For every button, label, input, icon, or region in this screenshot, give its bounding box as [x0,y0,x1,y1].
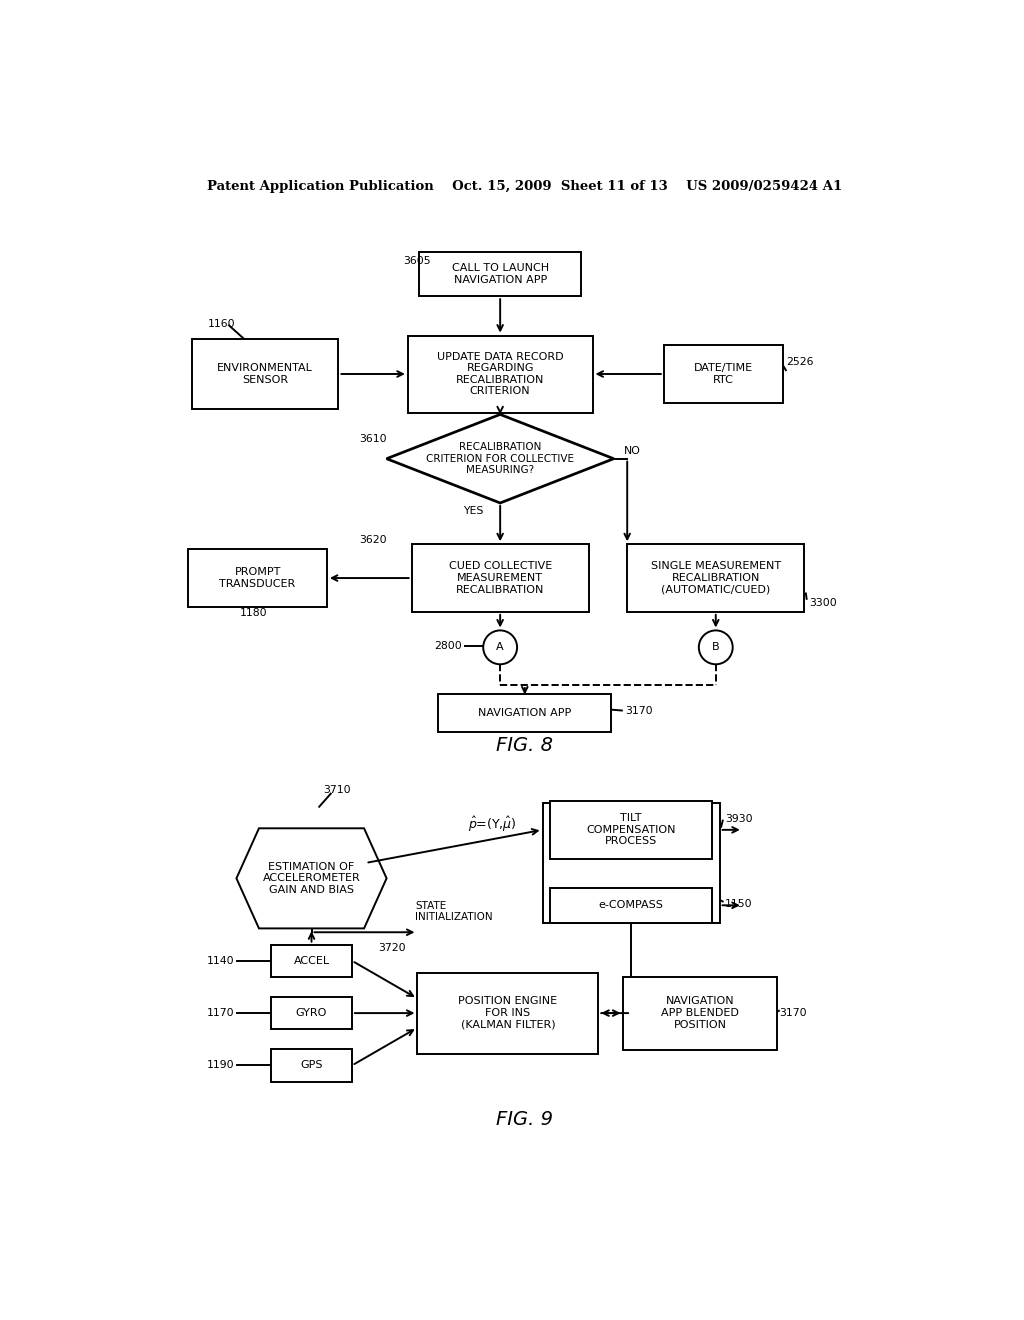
Circle shape [698,631,733,664]
FancyBboxPatch shape [628,544,804,612]
FancyBboxPatch shape [412,544,589,612]
Text: ACCEL: ACCEL [294,956,330,966]
Text: GYRO: GYRO [296,1008,328,1018]
Text: NAVIGATION
APP BLENDED
POSITION: NAVIGATION APP BLENDED POSITION [662,997,739,1030]
FancyBboxPatch shape [624,977,777,1049]
FancyBboxPatch shape [271,945,352,977]
FancyBboxPatch shape [438,693,611,733]
Text: 3610: 3610 [359,434,387,445]
Text: 3930: 3930 [725,814,753,824]
Text: 3620: 3620 [359,535,387,545]
FancyBboxPatch shape [418,973,598,1053]
Text: PROMPT
TRANSDUCER: PROMPT TRANSDUCER [219,568,296,589]
Text: 3170: 3170 [779,1008,807,1018]
Polygon shape [237,829,387,928]
Text: RECALIBRATION
CRITERION FOR COLLECTIVE
MEASURING?: RECALIBRATION CRITERION FOR COLLECTIVE M… [426,442,574,475]
Text: 3720: 3720 [379,942,407,953]
Text: B: B [712,643,720,652]
Text: SINGLE MEASUREMENT
RECALIBRATION
(AUTOMATIC/CUED): SINGLE MEASUREMENT RECALIBRATION (AUTOMA… [650,561,781,594]
FancyBboxPatch shape [419,252,581,296]
Text: Patent Application Publication    Oct. 15, 2009  Sheet 11 of 13    US 2009/02594: Patent Application Publication Oct. 15, … [207,181,843,194]
Text: 2800: 2800 [434,640,462,651]
FancyBboxPatch shape [188,549,327,607]
Text: NAVIGATION APP: NAVIGATION APP [478,708,571,718]
Text: 1150: 1150 [725,899,753,908]
Text: 3710: 3710 [324,785,351,795]
FancyBboxPatch shape [543,804,720,923]
Text: POSITION ENGINE
FOR INS
(KALMAN FILTER): POSITION ENGINE FOR INS (KALMAN FILTER) [459,997,557,1030]
Text: FIG. 9: FIG. 9 [497,1110,553,1129]
Text: 3300: 3300 [810,598,838,609]
Text: FIG. 8: FIG. 8 [497,735,553,755]
FancyBboxPatch shape [550,801,712,859]
Text: GPS: GPS [300,1060,323,1071]
Circle shape [483,631,517,664]
Text: e-COMPASS: e-COMPASS [599,900,664,911]
Polygon shape [387,414,613,503]
Text: 1140: 1140 [207,956,234,966]
Text: UPDATE DATA RECORD
REGARDING
RECALIBRATION
CRITERION: UPDATE DATA RECORD REGARDING RECALIBRATI… [437,351,563,396]
FancyBboxPatch shape [271,1049,352,1081]
Text: DATE/TIME
RTC: DATE/TIME RTC [694,363,753,385]
FancyBboxPatch shape [193,339,339,409]
Text: CALL TO LAUNCH
NAVIGATION APP: CALL TO LAUNCH NAVIGATION APP [452,263,549,285]
FancyBboxPatch shape [408,335,593,412]
Text: ESTIMATION OF
ACCELEROMETER
GAIN AND BIAS: ESTIMATION OF ACCELEROMETER GAIN AND BIA… [262,862,360,895]
Text: 3605: 3605 [403,256,431,265]
FancyBboxPatch shape [664,345,783,403]
Text: 1190: 1190 [207,1060,234,1071]
Text: CUED COLLECTIVE
MEASUREMENT
RECALIBRATION: CUED COLLECTIVE MEASUREMENT RECALIBRATIO… [449,561,552,594]
Text: 1160: 1160 [208,319,236,329]
Text: TILT
COMPENSATION
PROCESS: TILT COMPENSATION PROCESS [587,813,676,846]
FancyBboxPatch shape [271,997,352,1030]
FancyBboxPatch shape [550,888,712,923]
Text: STATE
INITIALIZATION: STATE INITIALIZATION [416,900,494,923]
Text: ENVIRONMENTAL
SENSOR: ENVIRONMENTAL SENSOR [217,363,313,385]
Text: $\hat{p}$=(Y,$\hat{\mu}$): $\hat{p}$=(Y,$\hat{\mu}$) [468,816,517,834]
Text: 1180: 1180 [240,607,267,618]
Text: A: A [497,643,504,652]
Text: 2526: 2526 [786,358,814,367]
Text: 3170: 3170 [625,706,652,717]
Text: YES: YES [463,506,483,516]
Text: 1170: 1170 [207,1008,234,1018]
Text: NO: NO [625,446,641,455]
